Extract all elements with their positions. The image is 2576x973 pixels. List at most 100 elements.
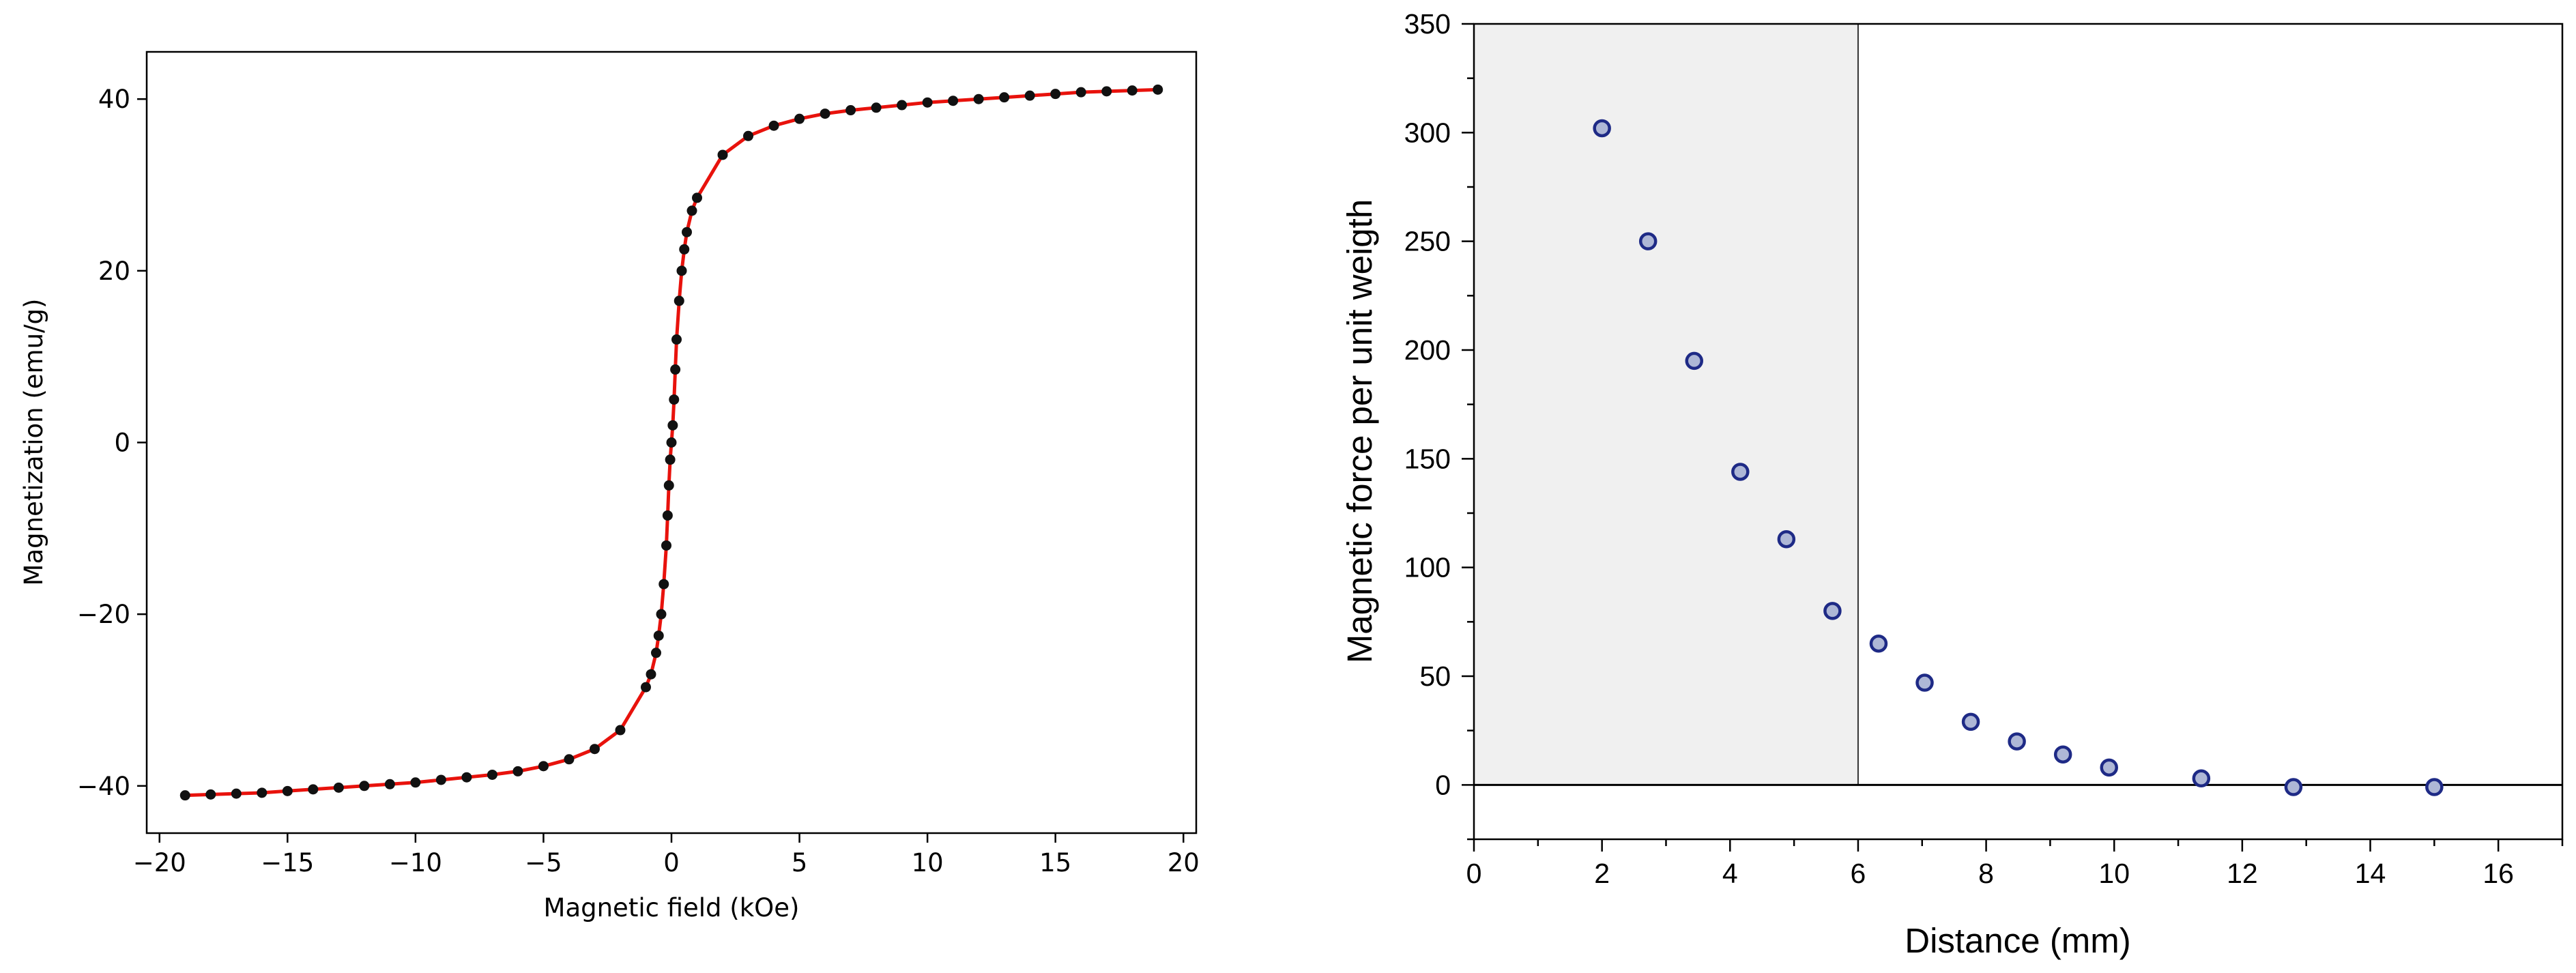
data-point: [257, 787, 267, 798]
x-tick-label: 14: [2355, 858, 2386, 889]
data-point: [676, 265, 687, 276]
data-point: [179, 790, 190, 801]
data-point: [538, 761, 549, 772]
x-tick-label: −15: [261, 848, 314, 877]
data-point: [1153, 84, 1163, 95]
x-tick-label: 16: [2483, 858, 2514, 889]
y-tick-label: 20: [98, 257, 130, 286]
data-point: [794, 113, 805, 124]
data-point: [2192, 769, 2211, 788]
data-point: [1961, 712, 1980, 731]
x-tick-label: 8: [1978, 858, 1994, 889]
data-point: [1869, 634, 1888, 653]
y-tick-label: 200: [1404, 334, 1451, 366]
left-y-ticks: −40 −20 0 20 40: [77, 85, 147, 801]
data-point: [435, 774, 446, 785]
y-tick-label: 50: [1419, 660, 1451, 692]
data-point: [1127, 85, 1138, 96]
data-point: [384, 779, 395, 789]
data-point: [2008, 732, 2026, 751]
data-point: [1731, 463, 1750, 481]
data-point: [1823, 602, 1842, 620]
data-point: [308, 784, 319, 795]
data-point: [640, 682, 651, 693]
data-point: [663, 480, 674, 491]
data-point: [1050, 89, 1061, 100]
right-plot-frame: [1473, 23, 2564, 841]
data-point: [669, 394, 680, 405]
data-point: [922, 97, 933, 108]
data-point: [679, 244, 690, 255]
right-x-axis-label: Distance (mm): [1905, 921, 2131, 960]
y-tick-label: 0: [1435, 769, 1451, 800]
data-point: [659, 579, 669, 590]
data-point: [1638, 232, 1658, 250]
data-point: [2425, 778, 2444, 796]
data-point: [692, 192, 703, 203]
data-point: [615, 725, 626, 736]
data-point: [820, 108, 830, 119]
data-point: [665, 454, 676, 465]
left-y-axis-label: Magnetization (emu/g): [19, 299, 48, 586]
data-point: [662, 510, 673, 521]
data-point: [666, 437, 677, 448]
x-tick-label: 2: [1594, 858, 1610, 889]
data-point: [948, 96, 959, 106]
x-tick-label: 5: [792, 848, 808, 877]
data-point: [674, 295, 684, 306]
data-point: [2100, 758, 2118, 777]
data-point: [410, 777, 421, 788]
left-x-ticks: −20 −15 −10 −5 0 5 10 15 20: [133, 833, 1200, 877]
data-point: [1075, 87, 1086, 98]
y-tick-label: 300: [1404, 117, 1451, 148]
data-point: [682, 227, 693, 237]
data-point: [282, 785, 293, 796]
shaded-region: [1473, 23, 1859, 786]
data-point: [205, 789, 216, 800]
magnetic-force-chart: 0 2 4 6 8 10 12 14 16 0 50 100 150 200 250 300 350 Dist…: [1340, 8, 2564, 960]
data-point: [973, 93, 984, 104]
x-tick-label: −10: [389, 848, 442, 877]
data-point: [670, 364, 681, 375]
data-point: [231, 788, 242, 799]
data-point: [1101, 86, 1112, 97]
data-point: [461, 772, 472, 783]
data-point: [845, 105, 856, 116]
data-point: [1777, 529, 1796, 549]
data-point: [768, 120, 779, 131]
y-tick-label: 250: [1404, 226, 1451, 257]
data-point: [487, 769, 497, 780]
x-tick-label: 4: [1722, 858, 1738, 889]
magnetization-chart: −20 −15 −10 −5 0 5 10 15 20 −40 −20 0 20 40 Magnetic…: [19, 50, 1200, 923]
y-tick-label: 100: [1404, 552, 1451, 583]
data-point: [653, 630, 664, 641]
force-points-layer: [1593, 119, 2444, 796]
y-tick-label: 350: [1404, 8, 1451, 40]
data-point: [650, 648, 661, 658]
data-point: [512, 766, 523, 776]
right-x-ticks: 0 2 4 6 8 10 12 14 16: [1466, 839, 2564, 889]
data-point: [333, 782, 344, 793]
data-point: [717, 149, 728, 160]
data-point: [999, 92, 1010, 103]
x-tick-label: −20: [133, 848, 186, 877]
data-point: [686, 205, 697, 216]
data-points-layer: [179, 84, 1163, 801]
y-tick-label: 40: [98, 85, 130, 114]
data-point: [667, 420, 678, 431]
right-y-ticks: 0 50 100 150 200 250 300 350: [1404, 8, 1474, 841]
x-tick-label: 20: [1168, 848, 1200, 877]
data-point: [897, 100, 908, 111]
data-point: [2053, 745, 2072, 764]
x-tick-label: −5: [525, 848, 562, 877]
right-y-axis-label: Magnetic force per unit weigth: [1340, 199, 1379, 663]
data-point: [1024, 90, 1035, 101]
y-tick-label: 0: [114, 429, 130, 458]
data-point: [589, 744, 600, 755]
data-point: [1915, 673, 1934, 692]
data-point: [1685, 351, 1704, 371]
data-point: [656, 609, 667, 620]
x-tick-label: 10: [912, 848, 944, 877]
data-point: [564, 754, 575, 765]
y-tick-label: 150: [1404, 443, 1451, 474]
